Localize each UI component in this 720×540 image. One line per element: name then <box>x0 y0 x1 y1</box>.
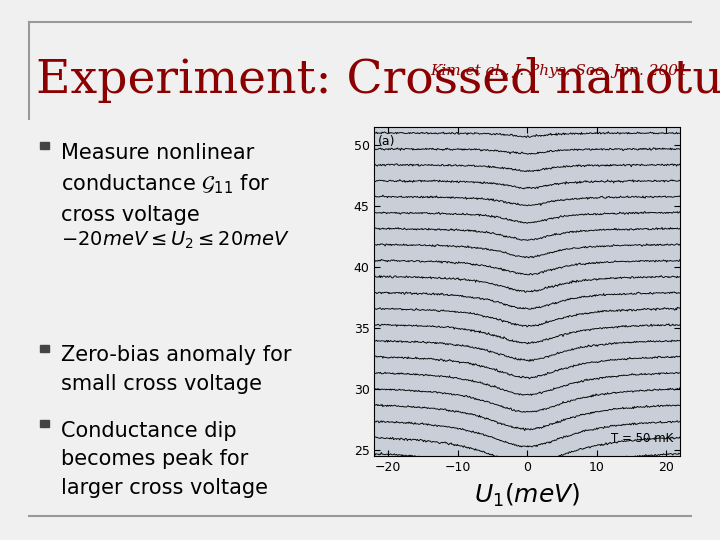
Text: $U_1(meV)$: $U_1(meV)$ <box>474 482 580 509</box>
Text: (a): (a) <box>378 136 395 148</box>
Bar <box>40 345 49 352</box>
Text: Zero-bias anomaly for
small cross voltage: Zero-bias anomaly for small cross voltag… <box>61 345 292 394</box>
Text: T = 50 mK: T = 50 mK <box>611 433 673 446</box>
Bar <box>40 142 49 149</box>
Text: Kim et al., J. Phys. Soc. Jpn. 2001: Kim et al., J. Phys. Soc. Jpn. 2001 <box>431 64 688 78</box>
Text: $-20meV \leq U_2 \leq 20meV$: $-20meV \leq U_2 \leq 20meV$ <box>61 230 290 251</box>
Text: Conductance dip
becomes peak for
larger cross voltage: Conductance dip becomes peak for larger … <box>61 421 268 498</box>
Text: Experiment: Crossed nanotubes: Experiment: Crossed nanotubes <box>36 57 720 103</box>
Text: Measure nonlinear
conductance $\mathcal{G}_{11}$ for
cross voltage: Measure nonlinear conductance $\mathcal{… <box>61 143 271 225</box>
Bar <box>40 420 49 427</box>
